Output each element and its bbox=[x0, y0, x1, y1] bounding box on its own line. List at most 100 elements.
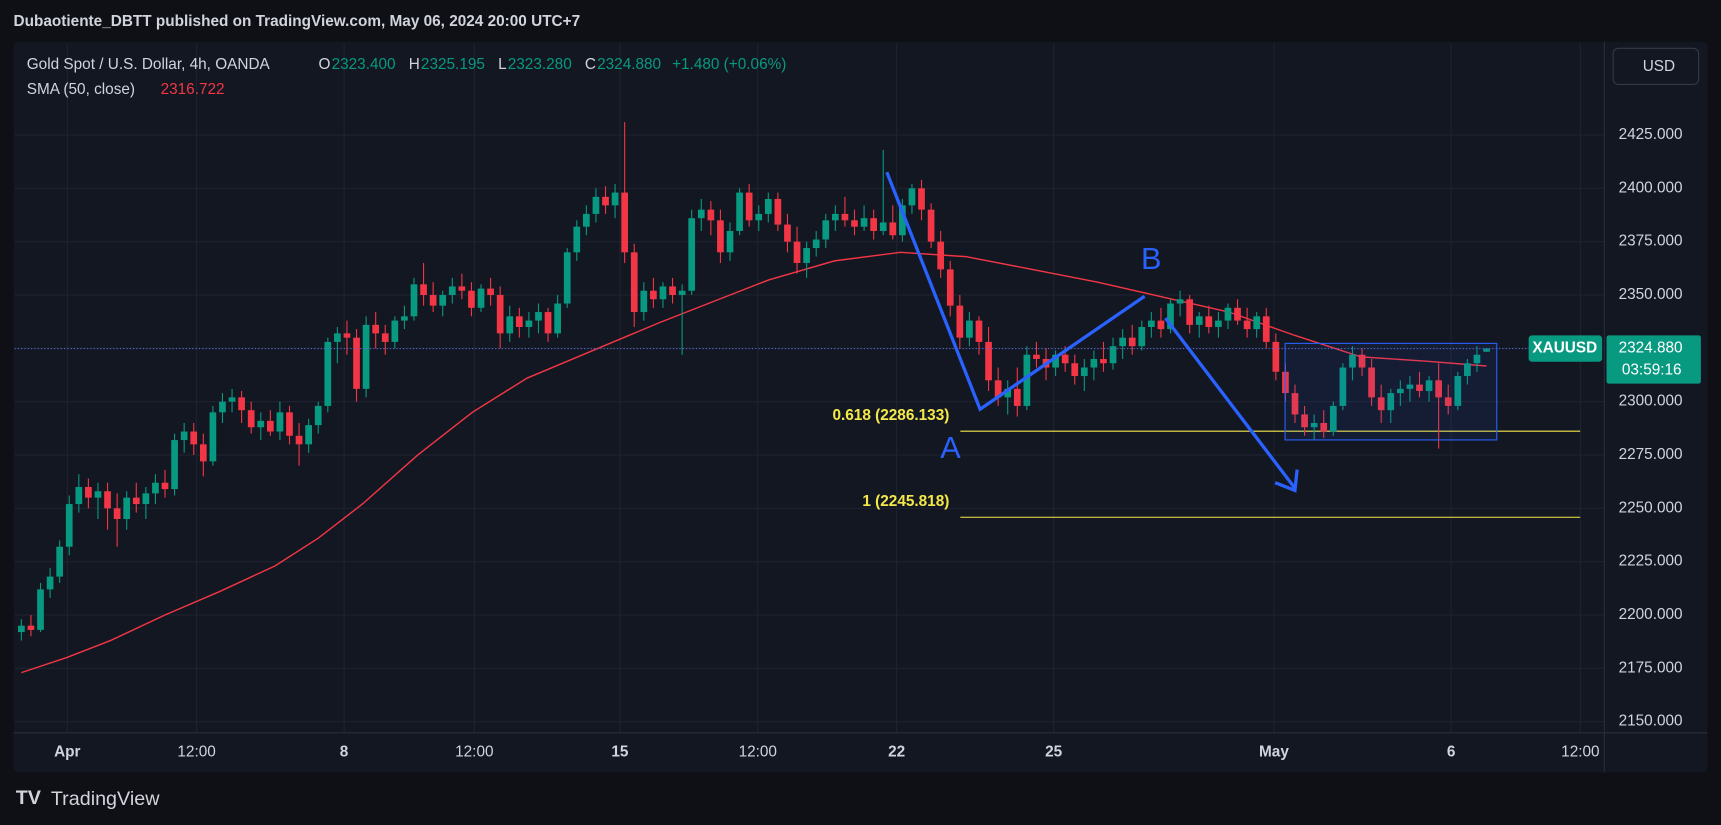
x-tick-label: 12:00 bbox=[1561, 744, 1599, 761]
candle-body bbox=[1186, 299, 1194, 325]
candle-body bbox=[46, 576, 54, 590]
candle-body bbox=[123, 497, 131, 519]
candle-body bbox=[688, 218, 696, 291]
y-tick-label: 2175.000 bbox=[1619, 659, 1683, 676]
candle-body bbox=[831, 213, 839, 221]
y-tick-label: 2425.000 bbox=[1619, 126, 1683, 143]
y-tick-label: 2375.000 bbox=[1619, 233, 1683, 250]
candle-body bbox=[1013, 388, 1021, 406]
candle-body bbox=[1138, 326, 1146, 347]
y-tick-label: 2350.000 bbox=[1619, 286, 1683, 303]
candle-body bbox=[238, 397, 245, 411]
candle-body bbox=[1090, 358, 1098, 368]
legend: Gold Spot / U.S. Dollar, 4h, OANDA SMA (… bbox=[27, 56, 787, 98]
candle-body bbox=[554, 303, 561, 334]
candle-body bbox=[525, 320, 533, 327]
candle-body bbox=[726, 230, 734, 253]
candle-body bbox=[247, 410, 255, 428]
x-tick-label: 12:00 bbox=[739, 744, 777, 761]
legend-sma-name: SMA (50, close) bbox=[27, 81, 135, 98]
candle-body bbox=[209, 412, 217, 462]
candle-body bbox=[257, 420, 265, 428]
chart-panel bbox=[13, 41, 1708, 773]
candle-body bbox=[1262, 316, 1270, 342]
sma-line bbox=[21, 251, 1487, 674]
candle-body bbox=[927, 209, 935, 242]
candle-body bbox=[707, 209, 715, 221]
legend-change: +1.480 (+0.06%) bbox=[672, 56, 786, 73]
candle-body bbox=[592, 196, 600, 214]
wave-label: A bbox=[940, 430, 961, 465]
candle-body bbox=[745, 192, 753, 221]
candle-body bbox=[372, 324, 380, 334]
candle-body bbox=[1454, 376, 1462, 406]
candle-body bbox=[113, 508, 121, 519]
candle-body bbox=[75, 486, 83, 505]
candle-body bbox=[1339, 367, 1347, 406]
candle-body bbox=[803, 248, 810, 263]
candle-body bbox=[784, 224, 791, 242]
candle-body bbox=[1119, 337, 1126, 347]
currency-label[interactable]: USD bbox=[1643, 58, 1675, 75]
price-tag bbox=[1606, 335, 1701, 384]
x-tick-label: 15 bbox=[611, 744, 629, 761]
candle-body bbox=[104, 491, 111, 509]
candle-body bbox=[755, 213, 763, 221]
candle-body bbox=[295, 435, 303, 445]
candle-body bbox=[1387, 393, 1395, 411]
candle-body bbox=[1176, 299, 1184, 304]
candle-body bbox=[314, 405, 322, 426]
grid bbox=[14, 43, 1605, 733]
fib-label: 1 (2245.818) bbox=[862, 493, 949, 510]
candle-body bbox=[429, 294, 437, 306]
legend-sma-value: 2316.722 bbox=[161, 81, 225, 98]
x-tick-label: 8 bbox=[340, 744, 349, 761]
y-tick-label: 2275.000 bbox=[1619, 446, 1683, 463]
y-tick-label: 2150.000 bbox=[1619, 713, 1683, 730]
candle-body bbox=[985, 341, 992, 381]
candle-body bbox=[1396, 388, 1404, 394]
candle-body bbox=[506, 316, 514, 334]
candle-body bbox=[496, 294, 504, 334]
candle-body bbox=[324, 341, 332, 406]
arrow-head bbox=[1274, 469, 1299, 493]
candle-body bbox=[650, 290, 657, 300]
candle-body bbox=[1406, 384, 1414, 389]
candle-body bbox=[1215, 320, 1222, 327]
candle-body bbox=[1167, 303, 1174, 330]
x-tick-label: Apr bbox=[54, 744, 80, 761]
y-tick-label: 2250.000 bbox=[1619, 499, 1683, 516]
candle-body bbox=[18, 625, 25, 633]
candle-body bbox=[908, 188, 916, 206]
candle-body bbox=[65, 504, 73, 547]
candle-body bbox=[1071, 363, 1079, 377]
candle-body bbox=[1023, 354, 1031, 406]
candle-body bbox=[621, 192, 629, 253]
candle-body bbox=[1444, 397, 1452, 406]
candle-body bbox=[640, 290, 648, 313]
candle-body bbox=[1435, 380, 1442, 398]
y-tick-label: 2225.000 bbox=[1619, 553, 1683, 570]
candle-body bbox=[190, 431, 198, 445]
logo-text: TradingView bbox=[51, 788, 160, 810]
logo-mark: TV bbox=[16, 787, 42, 809]
candle-body bbox=[1425, 380, 1433, 391]
candle-body bbox=[841, 213, 849, 221]
candle-body bbox=[468, 290, 475, 308]
candle-body bbox=[1080, 367, 1088, 377]
currency-button[interactable] bbox=[1612, 47, 1700, 86]
candle-body bbox=[812, 239, 820, 249]
legend-key: L bbox=[498, 56, 507, 73]
candle-body bbox=[1377, 397, 1385, 411]
candle-body bbox=[343, 333, 351, 338]
candle-body bbox=[1349, 354, 1356, 368]
y-tick-label: 2200.000 bbox=[1619, 606, 1683, 623]
legend-key: H bbox=[409, 56, 420, 73]
candle-body bbox=[1416, 384, 1423, 391]
legend-key: O bbox=[319, 56, 331, 73]
candle-body bbox=[439, 294, 447, 306]
candle-body bbox=[334, 333, 341, 342]
candle-body bbox=[563, 252, 571, 304]
candle-body bbox=[448, 286, 456, 295]
